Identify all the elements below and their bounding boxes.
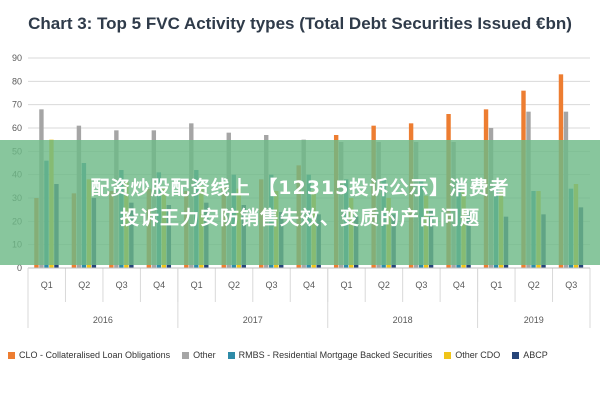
x-tick-label: Q1 xyxy=(41,280,53,290)
x-tick-label: Q3 xyxy=(116,280,128,290)
x-tick-label: Q3 xyxy=(415,280,427,290)
y-tick-label: 80 xyxy=(12,76,22,86)
legend-item: Other CDO xyxy=(444,350,500,360)
legend-label: CLO - Collateralised Loan Obligations xyxy=(19,350,171,360)
legend-item: ABCP xyxy=(512,350,548,360)
year-label: 2019 xyxy=(524,315,544,325)
legend-swatch xyxy=(8,351,15,359)
x-tick-label: Q4 xyxy=(453,280,465,290)
x-tick-label: Q1 xyxy=(191,280,203,290)
legend-item: RMBS - Residential Mortgage Backed Secur… xyxy=(227,350,433,360)
banner-line-2: 投诉王力安防销售失效、变质的产品问题 xyxy=(119,206,480,229)
banner-line-1: 配资炒股配资线上 【12315投诉公示】消费者 xyxy=(90,176,510,199)
year-label: 2017 xyxy=(243,315,263,325)
x-tick-label: Q4 xyxy=(303,280,315,290)
legend-swatch xyxy=(182,351,190,359)
x-tick-label: Q4 xyxy=(153,280,165,290)
legend-item: CLO - Collateralised Loan Obligations xyxy=(8,350,170,360)
legend-swatch xyxy=(227,351,235,359)
x-tick-label: Q2 xyxy=(78,280,90,290)
legend-label: Other xyxy=(193,350,216,360)
chart-legend: CLO - Collateralised Loan Obligations Oth… xyxy=(8,350,598,360)
x-tick-label: Q3 xyxy=(565,280,577,290)
y-tick-label: 70 xyxy=(12,100,22,110)
legend-label: RMBS - Residential Mortgage Backed Secur… xyxy=(238,350,433,360)
x-tick-label: Q3 xyxy=(266,280,278,290)
x-tick-label: Q2 xyxy=(528,280,540,290)
y-tick-label: 60 xyxy=(12,123,22,133)
y-tick-label: 0 xyxy=(17,263,22,273)
legend-label: Other CDO xyxy=(455,350,501,360)
watermark-banner: 配资炒股配资线上 【12315投诉公示】消费者 投诉王力安防销售失效、变质的产品… xyxy=(0,140,600,265)
x-tick-label: Q1 xyxy=(490,280,502,290)
legend-label: ABCP xyxy=(523,350,548,360)
chart-title: Chart 3: Top 5 FVC Activity types (Total… xyxy=(28,14,572,33)
x-tick-label: Q2 xyxy=(378,280,390,290)
year-label: 2016 xyxy=(93,315,113,325)
x-tick-label: Q2 xyxy=(228,280,240,290)
legend-item: Other xyxy=(182,350,216,360)
legend-swatch xyxy=(444,351,452,359)
legend-swatch xyxy=(512,351,520,359)
y-tick-label: 90 xyxy=(12,53,22,63)
x-tick-label: Q1 xyxy=(340,280,352,290)
year-label: 2018 xyxy=(393,315,413,325)
